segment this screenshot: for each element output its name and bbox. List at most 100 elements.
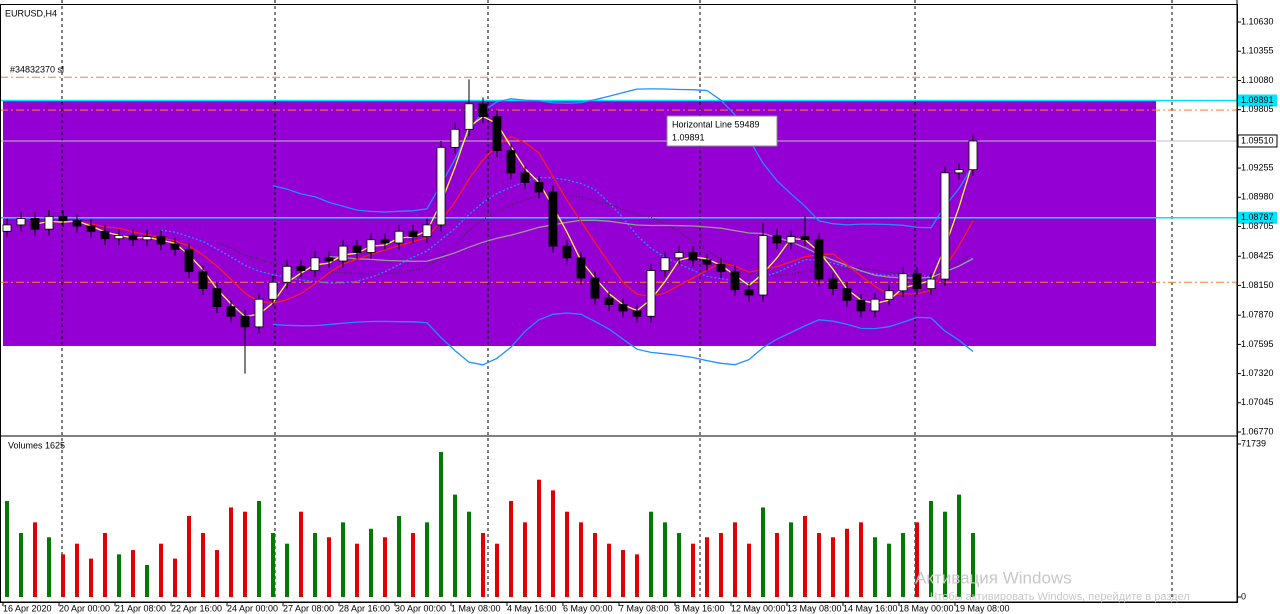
candle-body: [674, 252, 684, 259]
x-tick-label: 19 May 08:00: [955, 603, 1010, 613]
x-tick-label: 28 Apr 16:00: [339, 603, 390, 613]
volume-bar: [19, 533, 23, 597]
volume-bar: [803, 515, 807, 597]
candle-body: [296, 265, 306, 271]
volume-bar: [201, 533, 205, 597]
candle-body: [282, 265, 292, 283]
candle-body: [100, 230, 110, 240]
tooltip-title: Horizontal Line 59489: [672, 119, 760, 129]
volume-bar: [649, 511, 653, 597]
volume-bar: [481, 533, 485, 597]
volume-bar: [271, 533, 275, 597]
volume-bar: [901, 533, 905, 597]
volume-bar: [425, 522, 429, 597]
volume-bar: [635, 554, 639, 597]
watermark-text: Чтобы активировать Windows, перейдите в …: [930, 591, 1190, 603]
candle-body: [646, 270, 656, 317]
volume-bar: [5, 501, 9, 597]
candle-body: [324, 257, 334, 262]
x-tick-label: 14 May 16:00: [843, 603, 898, 613]
x-tick-label: 7 May 08:00: [619, 603, 669, 613]
volume-bar: [579, 522, 583, 597]
ma-red: [76, 135, 974, 304]
candle-body: [968, 140, 978, 171]
price-tag-label: 1.09510: [1241, 135, 1274, 145]
x-tick-label: 18 May 00:00: [899, 603, 954, 613]
volume-bar: [47, 537, 51, 597]
price-tag: [1237, 134, 1278, 148]
x-tick-label: 16 Apr 2020: [3, 603, 52, 613]
volume-bar: [691, 543, 695, 597]
volume-bar: [285, 543, 289, 597]
volume-bar: [747, 543, 751, 597]
candle-body: [772, 235, 782, 244]
candle-body: [856, 299, 866, 312]
candle-body: [352, 245, 362, 253]
candle-body: [702, 259, 712, 265]
candle-body: [660, 257, 670, 271]
x-tick-label: 12 May 00:00: [731, 603, 786, 613]
zone-rectangle: [3, 100, 1156, 346]
volume-bar: [565, 511, 569, 597]
volume-bar: [551, 490, 555, 597]
volume-bar: [173, 558, 177, 597]
volume-bar: [369, 528, 373, 597]
candle-body: [590, 277, 600, 299]
volume-bar: [915, 522, 919, 597]
candle-body: [170, 243, 180, 250]
ma-gray: [328, 219, 974, 279]
volume-bar: [33, 522, 37, 597]
volume-bar: [789, 522, 793, 597]
volume-bar: [341, 522, 345, 597]
x-tick-label: 24 Apr 00:00: [227, 603, 278, 613]
volume-bar: [411, 533, 415, 597]
candle-body: [142, 236, 152, 241]
volume-bar: [243, 511, 247, 597]
volume-bar: [117, 554, 121, 597]
candle-body: [800, 236, 810, 241]
candle-body: [576, 257, 586, 279]
candle-body: [156, 236, 166, 245]
candle-body: [226, 306, 236, 317]
y-tick-label: 1.10355: [1241, 46, 1274, 56]
x-tick-label: 1 May 08:00: [451, 603, 501, 613]
candle-body: [408, 230, 418, 237]
candle-body: [940, 172, 950, 280]
candle-body: [198, 271, 208, 290]
bollinger-lower: [272, 312, 974, 366]
y-tick-label: 1.10630: [1241, 16, 1274, 26]
candle-body: [954, 169, 964, 174]
volume-bar: [89, 558, 93, 597]
candle-body: [744, 289, 754, 296]
volume-bar: [971, 533, 975, 597]
y-tick-label: 1.10080: [1241, 75, 1274, 85]
candle-body: [464, 103, 474, 130]
candle-body: [44, 216, 54, 230]
price-tag: [1238, 94, 1277, 107]
candle-body: [366, 239, 376, 253]
candle-body: [814, 239, 824, 280]
y-tick-label: 1.08980: [1241, 192, 1274, 202]
candle-body: [884, 290, 894, 300]
y-tick-label: 1.08705: [1241, 221, 1274, 231]
volume-bar: [383, 537, 387, 597]
volume-bar: [887, 543, 891, 597]
x-tick-label: 6 May 00:00: [563, 603, 613, 613]
volume-bar: [75, 543, 79, 597]
candle-body: [604, 297, 614, 305]
y-tick-label: 1.07595: [1241, 339, 1274, 349]
candle-body: [128, 235, 138, 241]
candle-body: [842, 288, 852, 301]
tooltip-value: 1.09891: [672, 132, 705, 142]
candle-body: [478, 103, 488, 117]
candle-body: [912, 273, 922, 290]
volume-bar: [103, 533, 107, 597]
candle-body: [548, 191, 558, 247]
candle-body: [492, 116, 502, 151]
volume-bar: [663, 522, 667, 597]
volume-bar: [215, 550, 219, 597]
volume-bar: [229, 507, 233, 597]
volume-bar: [439, 451, 443, 597]
candle-body: [254, 298, 264, 328]
